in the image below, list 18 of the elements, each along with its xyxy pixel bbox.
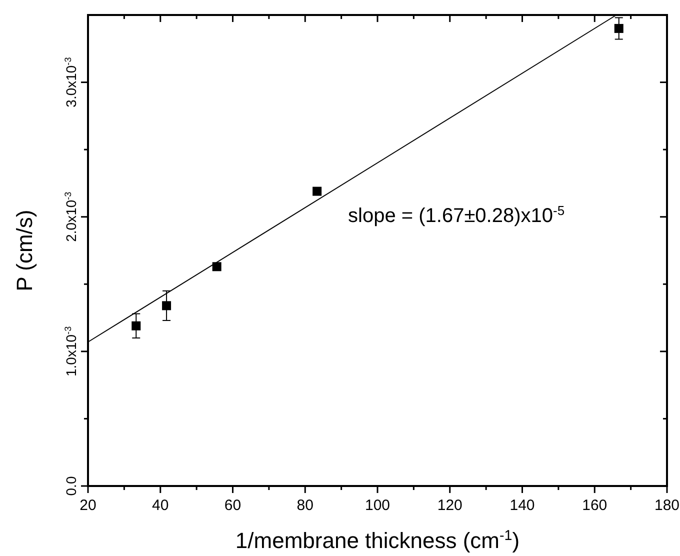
x-tick-label: 80 — [296, 497, 314, 514]
x-tick-label: 160 — [582, 497, 608, 514]
y-axis-title: P (cm/s) — [12, 210, 37, 292]
y-tick-label: 0.0 — [63, 476, 79, 496]
point — [132, 321, 141, 330]
point — [162, 301, 172, 310]
x-tick-label: 180 — [654, 497, 680, 514]
x-tick-label: 40 — [152, 497, 169, 514]
x-tick-label: 140 — [510, 497, 535, 514]
x-tick-label: 60 — [224, 497, 242, 514]
x-tick-label: 20 — [80, 497, 96, 514]
point — [312, 186, 322, 196]
point — [614, 24, 624, 33]
annotation: slope = (1.67±0.28)x10$^{-5}$ — [348, 202, 565, 227]
point — [212, 262, 222, 272]
x-tick-label: 120 — [437, 497, 462, 514]
x-tick-label: 100 — [364, 497, 390, 514]
x-axis-title: 1/membrane thickness (cm$^{-1}$) — [235, 528, 520, 553]
